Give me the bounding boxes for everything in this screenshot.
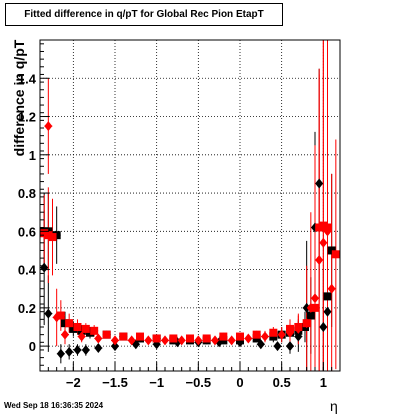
diamond-marker: [40, 262, 49, 273]
y-tick-label: 0.2: [18, 301, 36, 316]
square-marker: [77, 326, 86, 335]
square-marker: [252, 330, 261, 339]
square-marker: [61, 319, 69, 328]
square-marker: [331, 250, 340, 259]
square-marker: [152, 334, 161, 343]
square-marker: [219, 332, 228, 341]
y-tick-label: 1: [29, 148, 36, 163]
plot-area: [40, 40, 340, 371]
diamond-marker: [56, 348, 65, 359]
diamond-marker: [161, 335, 169, 346]
diamond-marker: [111, 335, 119, 346]
square-marker: [286, 324, 294, 333]
diamond-marker: [311, 293, 319, 304]
square-marker: [40, 229, 49, 238]
square-marker: [48, 233, 57, 242]
diamond-marker: [81, 344, 90, 355]
square-marker: [119, 332, 128, 341]
diamond-marker: [277, 329, 286, 340]
diamond-marker: [44, 121, 53, 132]
y-tick-label: 1.4: [18, 71, 37, 86]
diamond-marker: [315, 255, 324, 266]
square-marker: [294, 322, 303, 331]
diamond-marker: [323, 306, 332, 317]
square-marker: [65, 319, 74, 328]
x-tick-label: −2: [66, 375, 81, 390]
diamond-marker: [286, 341, 294, 352]
diamond-marker: [177, 335, 186, 346]
diamond-marker: [127, 335, 136, 346]
x-tick-label: 0.5: [273, 375, 291, 390]
diamond-marker: [315, 178, 324, 189]
x-tick-label: −1.5: [102, 375, 128, 390]
x-tick-label: 0: [236, 375, 243, 390]
chart-title: Fitted difference in q/pT for Global Rec…: [24, 9, 264, 20]
square-marker: [186, 334, 194, 343]
diamond-marker: [73, 344, 82, 355]
square-marker: [306, 311, 315, 320]
y-axis-label: difference in q/pT: [11, 39, 27, 157]
diamond-marker: [327, 283, 336, 294]
y-tick-label: 0.4: [18, 263, 37, 278]
diamond-marker: [44, 308, 53, 319]
square-marker: [202, 334, 211, 343]
square-marker: [136, 332, 144, 341]
y-tick-label: 1.2: [18, 110, 36, 125]
diamond-marker: [65, 346, 74, 357]
square-marker: [90, 326, 99, 335]
diamond-marker: [261, 331, 269, 342]
square-marker: [315, 223, 324, 232]
y-tick-label: 0.6: [18, 224, 36, 239]
axes-ticks: −2 −1.5 −1 −0.5 0 0.5 1 0 0.2 0.4 0.6 0.8 1 1.2 1.4: [18, 43, 341, 390]
diamond-marker: [319, 237, 328, 248]
diamond-marker: [77, 331, 86, 342]
square-marker: [102, 330, 111, 339]
diamond-marker: [144, 335, 153, 346]
square-marker: [69, 324, 78, 333]
square-marker: [327, 246, 336, 255]
diamond-marker: [111, 341, 119, 352]
x-axis-label: η: [330, 398, 338, 414]
diamond-marker: [273, 341, 282, 352]
square-marker: [73, 322, 82, 331]
diamond-marker: [94, 343, 103, 354]
diamond-marker: [227, 335, 236, 346]
square-marker: [311, 303, 319, 312]
square-marker: [169, 334, 178, 343]
diamond-marker: [319, 321, 328, 332]
title-box: Fitted difference in q/pT for Global Rec…: [5, 3, 283, 26]
square-marker: [44, 231, 53, 240]
square-marker: [269, 328, 278, 337]
diamond-marker: [61, 329, 69, 340]
square-marker: [56, 311, 65, 320]
square-marker: [323, 223, 332, 232]
x-tick-label: −1: [149, 375, 164, 390]
diamond-marker: [194, 335, 203, 346]
square-marker: [86, 328, 94, 337]
diamond-marker: [211, 335, 219, 346]
diamond-marker: [244, 333, 253, 344]
diamond-marker: [94, 333, 103, 344]
square-marker: [236, 332, 244, 341]
square-marker: [81, 324, 90, 333]
y-tick-label: 0: [29, 339, 36, 354]
y-tick-label: 0.8: [18, 186, 36, 201]
square-marker: [319, 221, 328, 230]
x-tick-label: −0.5: [185, 375, 211, 390]
square-marker: [323, 292, 332, 301]
square-marker: [302, 319, 311, 328]
timestamp: Wed Sep 18 16:36:35 2024: [4, 401, 104, 410]
square-marker: [52, 231, 61, 240]
diamond-marker: [302, 302, 311, 313]
x-tick-label: 1: [320, 375, 327, 390]
